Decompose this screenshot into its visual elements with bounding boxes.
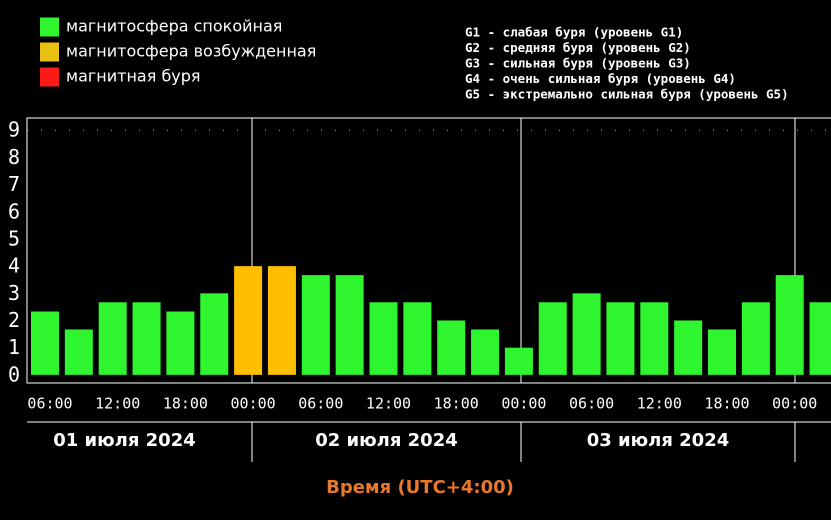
bar [267, 266, 296, 375]
bar [437, 320, 466, 375]
bar [132, 302, 161, 375]
legend-swatch [40, 67, 59, 87]
day-label: 02 июля 2024 [315, 430, 458, 451]
x-tick-label: 18:00 [434, 395, 479, 413]
bar [31, 311, 59, 375]
g-scale-item: G4 - очень сильная буря (уровень G4) [465, 71, 736, 86]
x-axis-label: Время (UTC+4:00) [326, 477, 514, 498]
bar [335, 275, 364, 375]
y-tick-label: 8 [8, 145, 20, 169]
bar [369, 302, 398, 375]
y-tick-label: 0 [8, 362, 20, 386]
y-tick-label: 7 [8, 172, 20, 196]
axis-frame [26, 117, 831, 384]
bar [234, 266, 263, 375]
x-tick-label: 06:00 [27, 395, 72, 413]
x-tick-label: 00:00 [231, 395, 276, 413]
bar [471, 329, 500, 375]
bar [98, 302, 127, 375]
day-label: 03 июля 2024 [587, 430, 730, 451]
y-tick-label: 4 [8, 254, 20, 278]
legend-swatch [40, 17, 59, 37]
x-tick-label: 12:00 [637, 395, 682, 413]
bar [775, 275, 804, 375]
bar [504, 347, 533, 375]
legend-label: магнитосфера спокойная [66, 17, 282, 36]
bar [741, 302, 770, 375]
legend-label: магнитосфера возбужденная [66, 42, 316, 61]
bar [166, 311, 195, 375]
bar [606, 302, 635, 375]
y-tick-label: 9 [8, 118, 20, 142]
x-tick-label: 06:00 [298, 395, 343, 413]
bar [301, 275, 330, 375]
legend-swatch [40, 42, 59, 62]
x-tick-label: 00:00 [772, 395, 817, 413]
x-tick-label: 18:00 [704, 395, 749, 413]
g-scale-item: G3 - сильная буря (уровень G3) [465, 56, 691, 71]
bar [403, 302, 432, 375]
x-tick-label: 18:00 [163, 395, 208, 413]
y-tick-label: 6 [8, 199, 20, 223]
x-tick-label: 12:00 [366, 395, 411, 413]
x-tick-label: 06:00 [569, 395, 614, 413]
y-tick-label: 3 [8, 281, 20, 305]
bar [64, 329, 93, 375]
x-tick-label: 00:00 [501, 395, 546, 413]
g-scale-item: G2 - средняя буря (уровень G2) [465, 40, 691, 55]
day-label: 01 июля 2024 [53, 430, 196, 451]
bar [640, 302, 669, 375]
legend-label: магнитная буря [66, 67, 201, 86]
bar [572, 293, 601, 375]
y-tick-label: 1 [8, 335, 20, 359]
bar [674, 320, 703, 375]
bar [708, 329, 736, 375]
y-tick-label: 2 [8, 308, 20, 332]
y-tick-label: 5 [8, 226, 20, 250]
bar [538, 302, 567, 375]
bar [200, 293, 229, 375]
g-scale-item: G5 - экстремально сильная буря (уровень … [465, 87, 789, 102]
bar [809, 302, 831, 375]
g-scale-item: G1 - слабая буря (уровень G1) [465, 25, 683, 40]
x-tick-label: 12:00 [95, 395, 140, 413]
